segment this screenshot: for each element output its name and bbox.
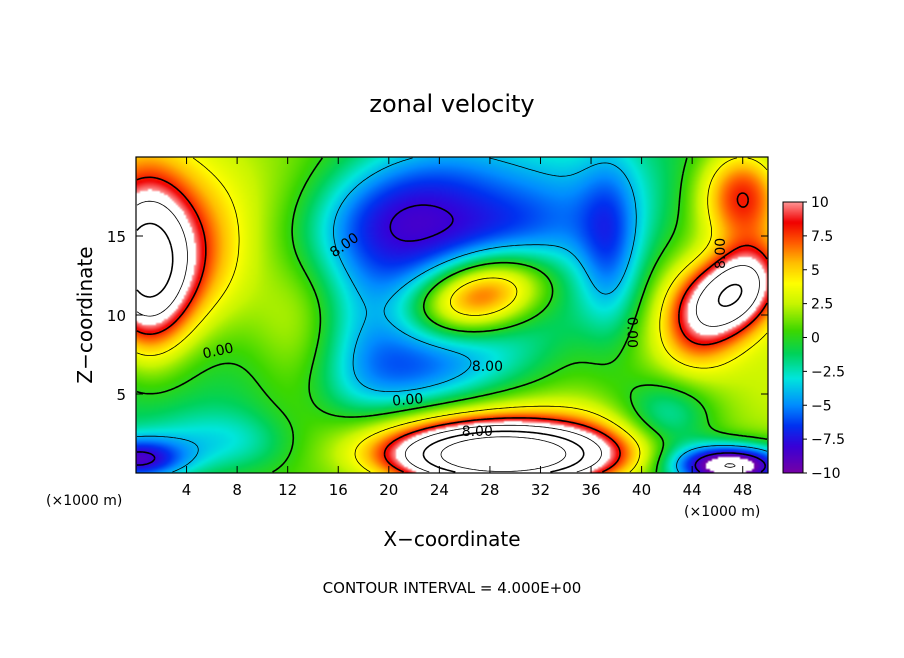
contour-label: 0.00 xyxy=(623,317,639,348)
contour-label: 8.00 xyxy=(462,424,493,440)
y-tick-label: 5 xyxy=(116,386,126,404)
contour-line xyxy=(136,157,768,473)
contour-label-text: 8.00 xyxy=(713,238,729,269)
y-axis: 5 10 15 xyxy=(107,228,768,404)
x-tick-label: 24 xyxy=(430,481,449,499)
x-tick-label: 32 xyxy=(531,481,550,499)
x-tick-label: 36 xyxy=(581,481,600,499)
colorbar-gradient xyxy=(783,202,803,473)
contour-label-text: 8.00 xyxy=(462,424,493,440)
contour-line xyxy=(136,200,760,473)
colorbar-tick-label: 2.5 xyxy=(811,297,833,313)
contour-label: 8.00 xyxy=(472,359,503,375)
x-axis: 4 8 12 16 20 24 28 32 36 40 44 48 xyxy=(182,157,752,499)
contour-label: 0.00 xyxy=(392,391,424,410)
plot-area: 8.000.008.000.008.000.008.00 xyxy=(135,156,769,474)
x-axis-title: X−coordinate xyxy=(383,527,520,551)
contour-label-text: 8.00 xyxy=(472,359,503,375)
x-unit-left: (×1000 m) xyxy=(46,493,122,509)
x-tick-label: 4 xyxy=(182,481,192,499)
contour-line xyxy=(136,157,768,473)
colorbar-tick-label: 10 xyxy=(811,195,829,211)
x-tick-label: 8 xyxy=(232,481,242,499)
colorbar-ticks: 10 7.5 5 2.5 0 −2.5 −5 −7.5 −10 xyxy=(803,195,845,482)
x-tick-label: 12 xyxy=(278,481,297,499)
colorbar-tick-label: 7.5 xyxy=(811,229,833,245)
velocity-field-raster xyxy=(136,157,768,473)
contour-label: 8.00 xyxy=(713,238,729,269)
contour-line xyxy=(136,157,768,473)
x-tick-label: 16 xyxy=(329,481,348,499)
x-tick-label: 44 xyxy=(683,481,702,499)
colorbar-tick-label: 0 xyxy=(811,331,820,347)
contour-lines xyxy=(136,157,768,473)
colorbar-tick-label: −2.5 xyxy=(811,364,845,380)
colorbar-tick-label: −7.5 xyxy=(811,432,845,448)
x-unit-right: (×1000 m) xyxy=(684,504,760,520)
colorbar: 10 7.5 5 2.5 0 −2.5 −5 −7.5 −10 xyxy=(782,195,845,482)
contour-line xyxy=(137,204,767,473)
contour-label: 0.00 xyxy=(201,340,235,362)
x-tick-label: 20 xyxy=(379,481,398,499)
x-tick-label: 40 xyxy=(632,481,651,499)
contour-line xyxy=(440,436,567,472)
colorbar-tick-label: 5 xyxy=(811,263,820,279)
contour-line xyxy=(136,222,743,473)
contour-label-text: 0.00 xyxy=(201,340,235,362)
colorbar-tick-label: −5 xyxy=(811,398,832,414)
y-tick-label: 15 xyxy=(107,228,126,246)
y-tick-label: 10 xyxy=(107,307,126,325)
contour-label-text: 0.00 xyxy=(392,391,424,410)
x-tick-label: 28 xyxy=(480,481,499,499)
x-tick-label: 48 xyxy=(733,481,752,499)
chart-title: zonal velocity xyxy=(369,90,534,118)
contour-line xyxy=(724,463,736,468)
colorbar-tick-label: −10 xyxy=(811,466,841,482)
contour-line xyxy=(136,176,768,473)
contour-interval-note: CONTOUR INTERVAL = 4.000E+00 xyxy=(323,579,582,597)
y-axis-title: Z−coordinate xyxy=(73,246,97,383)
contour-label-text: 0.00 xyxy=(623,317,639,348)
